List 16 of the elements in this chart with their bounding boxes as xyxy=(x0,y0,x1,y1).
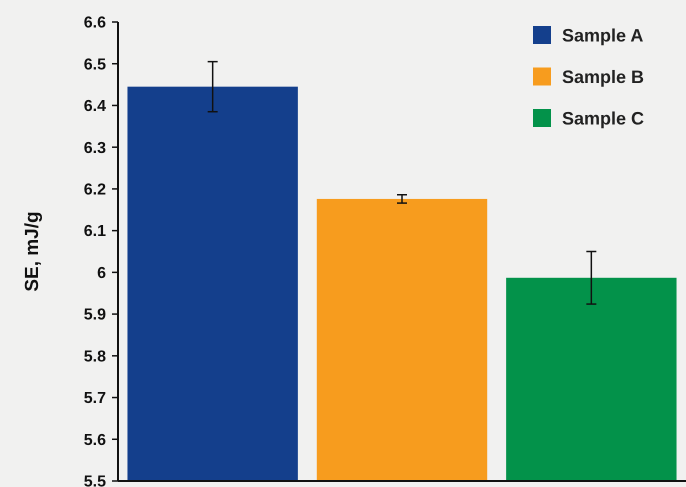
y-tick-label: 6.2 xyxy=(84,182,106,199)
y-tick-label: 6.3 xyxy=(84,140,106,157)
y-tick-label: 6.6 xyxy=(84,14,106,32)
legend-label: Sample B xyxy=(562,66,644,87)
y-tick-label: 6.1 xyxy=(84,223,106,240)
y-tick-label: 5.7 xyxy=(84,390,106,408)
y-tick-label: 6 xyxy=(97,264,106,282)
y-tick-label: 6.4 xyxy=(84,98,106,116)
y-tick-label: 5.6 xyxy=(84,432,106,449)
y-tick-label: 6.5 xyxy=(84,56,106,74)
legend-label: Sample C xyxy=(562,108,644,128)
y-tick-label: 5.5 xyxy=(84,474,106,487)
y-tick-label: 5.9 xyxy=(84,306,106,324)
y-tick-label: 5.8 xyxy=(84,348,106,366)
y-axis-title: SE, mJ/g xyxy=(22,211,43,292)
legend-label: Sample A xyxy=(562,25,644,46)
